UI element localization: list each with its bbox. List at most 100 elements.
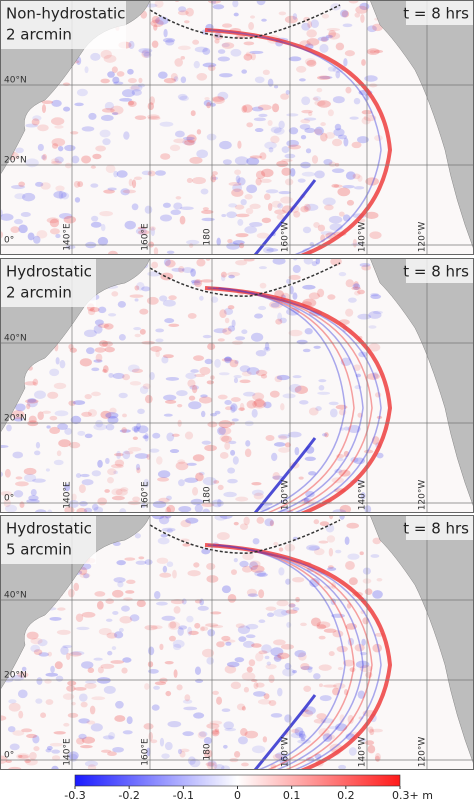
wave-speckle <box>314 100 326 106</box>
wave-speckle <box>146 747 151 757</box>
wave-speckle <box>224 399 232 406</box>
wave-front <box>218 287 346 513</box>
wave-speckle <box>20 212 31 217</box>
wave-speckle <box>278 190 292 195</box>
wave-speckle <box>160 272 174 281</box>
wave-speckle <box>4 504 17 513</box>
wave-speckle <box>357 289 365 295</box>
wave-speckle <box>188 395 196 401</box>
wave-speckle <box>300 622 307 627</box>
wave-speckle <box>55 675 64 682</box>
wave-speckle <box>107 250 118 255</box>
wave-speckle <box>243 53 253 61</box>
wave-speckle <box>226 211 237 219</box>
wave-speckle <box>262 69 270 75</box>
wave-speckle <box>221 42 230 48</box>
wave-speckle <box>169 621 177 629</box>
wave-speckle <box>336 453 345 459</box>
wave-speckle <box>296 65 307 73</box>
wave-speckle <box>266 661 272 666</box>
wave-speckle <box>131 368 143 374</box>
wave-speckle <box>179 215 186 225</box>
wave-speckle <box>290 732 304 739</box>
wave-speckle <box>354 643 365 652</box>
wave-speckle <box>293 210 301 218</box>
wave-speckle <box>358 716 364 720</box>
wave-speckle <box>80 473 90 478</box>
wave-speckle <box>272 258 286 265</box>
wave-speckle <box>199 295 204 301</box>
wave-speckle <box>64 144 76 152</box>
wave-speckle <box>13 417 24 422</box>
wave-speckle <box>116 450 121 460</box>
wave-speckle <box>317 224 326 232</box>
wave-speckle <box>316 624 327 630</box>
wave-speckle <box>37 143 44 152</box>
wave-speckle <box>329 408 338 418</box>
wave-speckle <box>111 463 124 469</box>
wave-speckle <box>165 506 172 513</box>
wave-speckle <box>223 491 237 498</box>
wave-speckle <box>186 177 193 184</box>
wave-speckle <box>131 179 137 189</box>
wave-speckle <box>0 715 7 721</box>
wave-speckle <box>233 374 242 379</box>
wave-speckle <box>51 143 59 149</box>
wave-speckle <box>299 78 306 82</box>
wave-speckle <box>107 751 117 757</box>
wave-speckle <box>334 123 342 131</box>
wave-speckle <box>286 139 299 147</box>
wave-speckle <box>194 666 202 675</box>
wave-speckle <box>230 48 242 57</box>
wave-speckle <box>200 279 214 283</box>
wave-speckle <box>49 368 60 377</box>
wave-speckle <box>4 468 11 478</box>
wave-speckle <box>202 207 209 211</box>
wave-speckle <box>156 456 163 465</box>
wave-speckle <box>353 457 366 465</box>
wave-speckle <box>166 250 175 254</box>
wave-speckle <box>368 311 382 319</box>
wave-speckle <box>134 533 141 539</box>
wave-speckle <box>163 258 171 267</box>
wave-speckle <box>142 435 149 439</box>
wave-speckle <box>159 295 168 302</box>
wave-speckle <box>206 102 211 109</box>
wave-speckle <box>250 565 265 573</box>
wave-speckle <box>178 479 185 487</box>
wave-speckle <box>327 294 336 300</box>
wave-speckle <box>218 420 232 429</box>
wave-speckle <box>64 162 72 169</box>
wave-speckle <box>87 409 98 417</box>
wave-speckle <box>88 112 97 120</box>
wave-speckle <box>170 209 181 215</box>
wave-speckle <box>223 307 234 316</box>
wave-speckle <box>116 170 128 178</box>
wave-speckle <box>165 690 172 697</box>
wave-speckle <box>133 327 142 331</box>
wave-speckle <box>94 319 104 326</box>
wave-speckle <box>134 453 149 459</box>
wave-speckle <box>228 182 242 187</box>
wave-speckle <box>239 379 251 384</box>
wave-speckle <box>46 217 60 224</box>
wave-speckle <box>137 226 147 230</box>
wave-speckle <box>95 145 106 152</box>
wave-speckle <box>249 222 263 227</box>
wave-speckle <box>182 699 193 704</box>
wave-speckle <box>26 403 31 410</box>
wave-speckle <box>219 309 227 318</box>
wave-speckle <box>143 52 152 58</box>
wave-speckle <box>173 138 187 144</box>
wave-speckle <box>339 504 352 513</box>
wave-speckle <box>326 734 335 740</box>
wave-speckle <box>362 617 370 625</box>
wave-speckle <box>93 657 103 661</box>
wave-speckle <box>111 291 119 297</box>
wave-speckle <box>217 484 224 491</box>
wave-speckle <box>284 714 292 723</box>
lon-label: 140°W <box>358 737 368 768</box>
wave-speckle <box>144 625 158 631</box>
colorbar-label: -0.1 <box>173 789 194 802</box>
